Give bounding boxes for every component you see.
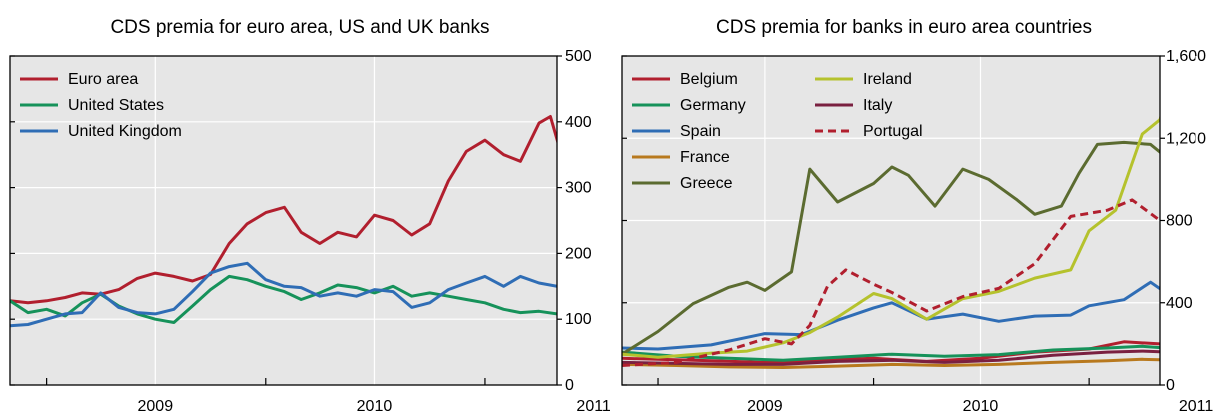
- legend-label: Greece: [680, 175, 733, 192]
- plot-frame: [621, 55, 1161, 386]
- chart-title: CDS premia for euro area, US and UK bank…: [110, 17, 489, 38]
- y-tick-label: 200: [565, 245, 592, 262]
- y-tick-label: 500: [565, 48, 592, 65]
- y-tick-label: 0: [565, 377, 574, 394]
- y-tick-label: 800: [1166, 213, 1193, 230]
- y-tick-label: 300: [565, 180, 592, 197]
- series-line-portugal: [622, 198, 1160, 367]
- series-line-italy: [622, 349, 1160, 366]
- series-line-belgium: [622, 340, 1160, 364]
- x-tick-label: 2010: [963, 398, 999, 414]
- x-tick-label: 2009: [138, 398, 174, 414]
- legend-label: Portugal: [863, 123, 923, 140]
- legend-label: Italy: [863, 97, 892, 114]
- plot-area: [10, 56, 557, 385]
- legend-label: France: [680, 149, 730, 166]
- legend-label: Euro area: [68, 71, 138, 88]
- legend-label: Ireland: [863, 71, 912, 88]
- series-line-ireland: [622, 114, 1160, 359]
- chart-title: CDS premia for banks in euro area countr…: [716, 17, 1092, 38]
- series-line-france: [622, 357, 1160, 369]
- y-tick-label: 100: [565, 311, 592, 328]
- y-tick-label: 400: [565, 114, 592, 131]
- y-tick-label: 400: [1166, 295, 1193, 312]
- series-line-spain: [622, 280, 1160, 351]
- y-tick-label: 1,600: [1166, 48, 1206, 65]
- x-tick-label: 2011: [576, 398, 611, 414]
- series-line-greece: [622, 140, 1160, 356]
- series-line-united-kingdom: [10, 261, 557, 328]
- x-tick-label: 2010: [357, 398, 393, 414]
- chart-bank-cds-euro-countries: CDS premia for banks in euro area countr…: [621, 17, 1214, 414]
- series-line-germany: [622, 344, 1160, 362]
- y-tick-label: 1,200: [1166, 130, 1206, 147]
- x-tick-label: 2011: [1179, 398, 1214, 414]
- series-line-euro-area: [10, 115, 557, 305]
- legend-label: United States: [68, 97, 164, 114]
- legend-label: Germany: [680, 97, 746, 114]
- legend-label: United Kingdom: [68, 123, 182, 140]
- x-tick-label: 2009: [747, 398, 783, 414]
- y-tick-label: 0: [1166, 377, 1175, 394]
- chart-bank-cds-regions: CDS premia for euro area, US and UK bank…: [9, 17, 611, 414]
- legend-label: Spain: [680, 123, 721, 140]
- plot-frame: [9, 55, 558, 386]
- legend-label: Belgium: [680, 71, 738, 88]
